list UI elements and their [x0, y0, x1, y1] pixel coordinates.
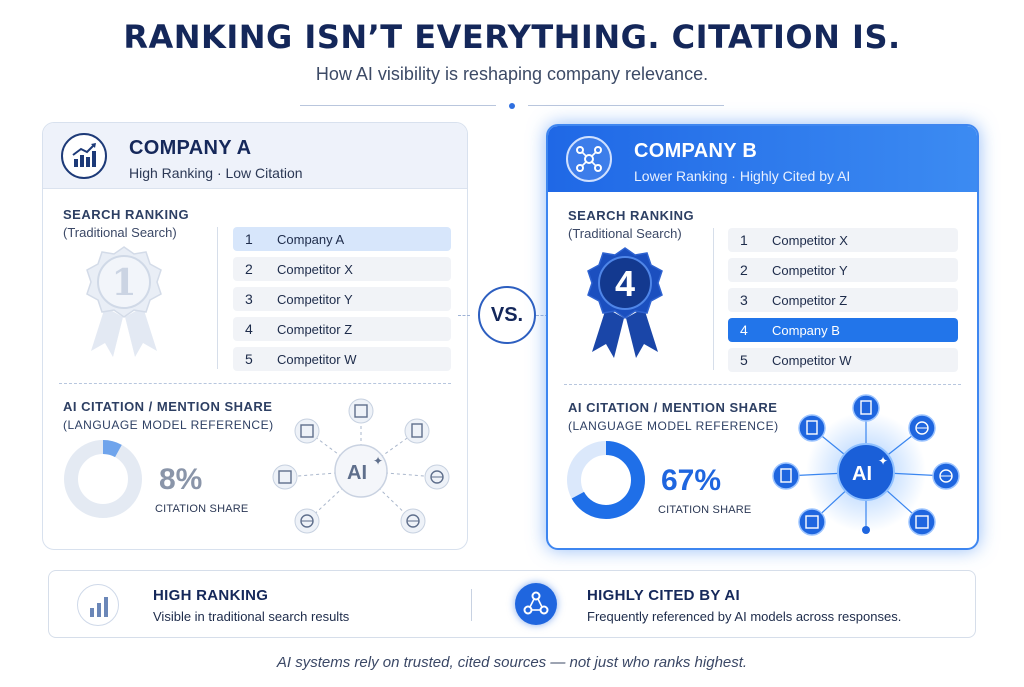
document-icon [772, 462, 800, 490]
svg-text:✦: ✦ [878, 454, 888, 468]
page-title: RANKING ISN’T EVERYTHING. CITATION IS. [123, 18, 901, 56]
summary-left-title: HIGH RANKING [153, 587, 269, 604]
summary-bar: HIGH RANKING Visible in traditional sear… [48, 570, 976, 638]
company-b-citation-sub: (LANGUAGE MODEL REFERENCE) [568, 419, 779, 433]
company-a-citation-sub: (LANGUAGE MODEL REFERENCE) [63, 418, 274, 432]
vs-badge: VS. [478, 286, 536, 344]
globe-icon [908, 414, 936, 442]
divider [713, 228, 714, 370]
building-icon [294, 418, 320, 444]
company-a-header: COMPANY A High Ranking · Low Citation [43, 123, 467, 189]
company-a-name: COMPANY A [129, 137, 252, 159]
document-icon [852, 394, 880, 422]
rank-row: 2 Competitor X [233, 257, 451, 281]
divider [471, 589, 472, 621]
summary-right-title: HIGHLY CITED BY AI [587, 587, 740, 604]
company-a-ai-label: AI [347, 462, 367, 484]
medal-icon: 4 [580, 244, 670, 362]
ai-hub-icon: AI ✦ [334, 444, 388, 498]
medal-icon: 1 [79, 243, 169, 361]
share-network-icon [515, 583, 557, 625]
company-b-name: COMPANY B [634, 140, 758, 162]
divider [217, 227, 218, 369]
company-b-medal-number: 4 [615, 263, 635, 304]
company-b-ranking-sub: (Traditional Search) [568, 226, 682, 241]
company-b-ai-label: AI [852, 463, 872, 485]
company-a-citation-label: AI CITATION / MENTION SHARE [63, 399, 273, 414]
rank-row: 2 Competitor Y [728, 258, 958, 282]
company-a-citation-caption: CITATION SHARE [155, 503, 249, 515]
company-a-ranking-list: 1 Company A 2 Competitor X 3 Competitor Y 4… [233, 227, 451, 377]
summary-left-text: Visible in traditional search results [153, 609, 350, 624]
company-b-ranking-list: 1 Competitor X 2 Competitor Y 3 Competitor … [728, 228, 958, 378]
rank-row: 4 Company B [728, 318, 958, 342]
company-b-ranking-label: SEARCH RANKING [568, 208, 695, 223]
donut-share-arc [64, 440, 142, 518]
bar-chart-icon [77, 584, 119, 626]
globe-icon [400, 508, 426, 534]
svg-text:✦: ✦ [373, 454, 383, 468]
company-a-donut-chart [63, 439, 143, 519]
globe-icon [932, 462, 960, 490]
vs-connector [536, 315, 548, 316]
company-b-citation-percent: 67% [661, 464, 722, 497]
rank-row: 3 Competitor Z [728, 288, 958, 312]
footer-note: AI systems rely on trusted, cited source… [276, 654, 748, 671]
globe-icon [424, 464, 450, 490]
ai-hub-icon: AI ✦ [837, 443, 895, 501]
summary-right-text: Frequently referenced by AI models acros… [587, 609, 902, 624]
company-a-card: COMPANY A High Ranking · Low Citation SE… [42, 122, 468, 550]
company-a-ranking-sub: (Traditional Search) [63, 225, 177, 240]
company-b-card: COMPANY B Lower Ranking · Highly Cited b… [546, 124, 979, 550]
document-icon [404, 418, 430, 444]
company-b-donut-chart [566, 440, 646, 520]
company-b-ai-network: AI ✦ [762, 392, 966, 542]
company-b-header: COMPANY B Lower Ranking · Highly Cited b… [548, 126, 977, 192]
company-a-ranking-label: SEARCH RANKING [63, 207, 190, 222]
rank-row: 3 Competitor Y [233, 287, 451, 311]
company-b-citation-caption: CITATION SHARE [658, 504, 752, 516]
company-b-tagline: Lower Ranking · Highly Cited by AI [634, 168, 851, 184]
globe-icon [294, 508, 320, 534]
company-a-medal-number: 1 [111, 262, 136, 304]
building-icon [908, 508, 936, 536]
rank-row: 4 Competitor Z [233, 317, 451, 341]
rank-row: 5 Competitor W [728, 348, 958, 372]
rank-row: 5 Competitor W [233, 347, 451, 371]
section-divider [59, 383, 451, 384]
page-subtitle: How AI visibility is reshaping company r… [315, 64, 709, 84]
network-icon [566, 136, 612, 182]
company-b-citation-label: AI CITATION / MENTION SHARE [568, 400, 778, 415]
building-icon [348, 398, 374, 424]
section-divider [564, 384, 961, 385]
rank-row: 1 Competitor X [728, 228, 958, 252]
building-icon [272, 464, 298, 490]
subtitle-divider [300, 103, 724, 109]
document-icon [798, 414, 826, 442]
trend-chart-icon [61, 133, 107, 179]
building-icon [798, 508, 826, 536]
vs-connector [458, 315, 470, 316]
company-a-tagline: High Ranking · Low Citation [129, 165, 303, 181]
donut-share-arc [567, 441, 645, 519]
company-a-ai-network: AI ✦ [263, 395, 453, 541]
company-a-citation-percent: 8% [159, 463, 203, 496]
rank-row: 1 Company A [233, 227, 451, 251]
